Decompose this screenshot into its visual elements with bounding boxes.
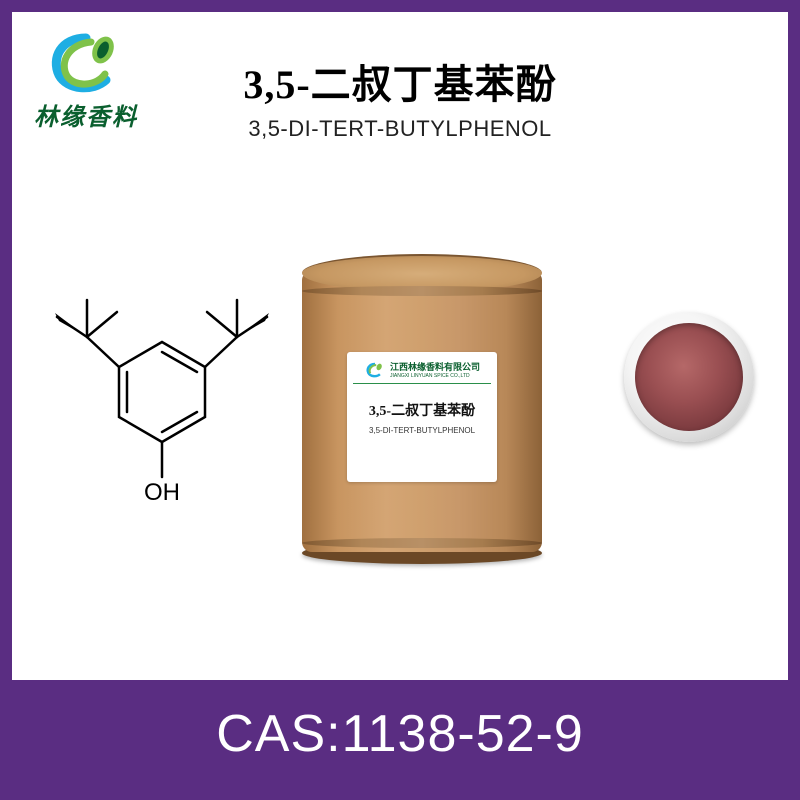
product-card: 林缘香料 3,5-二叔丁基苯酚 3,5-DI-TERT-BUTYLPHENOL	[0, 0, 800, 800]
barrel-company-en: JIANGXI LINYUAN SPICE CO.,LTD	[390, 373, 480, 379]
barrel-label: 江西林缘香料有限公司 JIANGXI LINYUAN SPICE CO.,LTD…	[347, 352, 497, 482]
product-barrel: 江西林缘香料有限公司 JIANGXI LINYUAN SPICE CO.,LTD…	[292, 242, 552, 572]
company-logo-block: 林缘香料	[34, 30, 138, 132]
sample-dish	[624, 312, 754, 442]
barrel-product-cn: 3,5-二叔丁基苯酚	[369, 400, 475, 420]
product-name-en: 3,5-DI-TERT-BUTYLPHENOL	[243, 116, 556, 142]
barrel-company-cn: 江西林缘香料有限公司	[390, 360, 480, 373]
logo-swirl-icon	[41, 30, 131, 95]
sample-powder	[635, 323, 743, 431]
product-name-cn: 3,5-二叔丁基苯酚	[243, 52, 556, 110]
powder-sample	[624, 312, 754, 442]
barrel-product-en: 3,5-DI-TERT-BUTYLPHENOL	[369, 426, 475, 435]
chemical-structure-diagram: OH	[32, 242, 292, 522]
barrel-rim-top	[302, 286, 542, 296]
cas-number: CAS:1138-52-9	[216, 704, 584, 764]
barrel-label-header: 江西林缘香料有限公司 JIANGXI LINYUAN SPICE CO.,LTD	[353, 360, 491, 384]
barrel-rim-bottom	[302, 538, 542, 548]
barrel-label-logo-icon	[364, 361, 386, 379]
product-title: 3,5-二叔丁基苯酚 3,5-DI-TERT-BUTYLPHENOL	[243, 52, 556, 142]
company-name: 林缘香料	[34, 97, 138, 132]
oh-label: OH	[144, 479, 180, 506]
cas-bar: CAS:1138-52-9	[12, 680, 788, 788]
barrel-label-company: 江西林缘香料有限公司 JIANGXI LINYUAN SPICE CO.,LTD	[390, 360, 480, 379]
